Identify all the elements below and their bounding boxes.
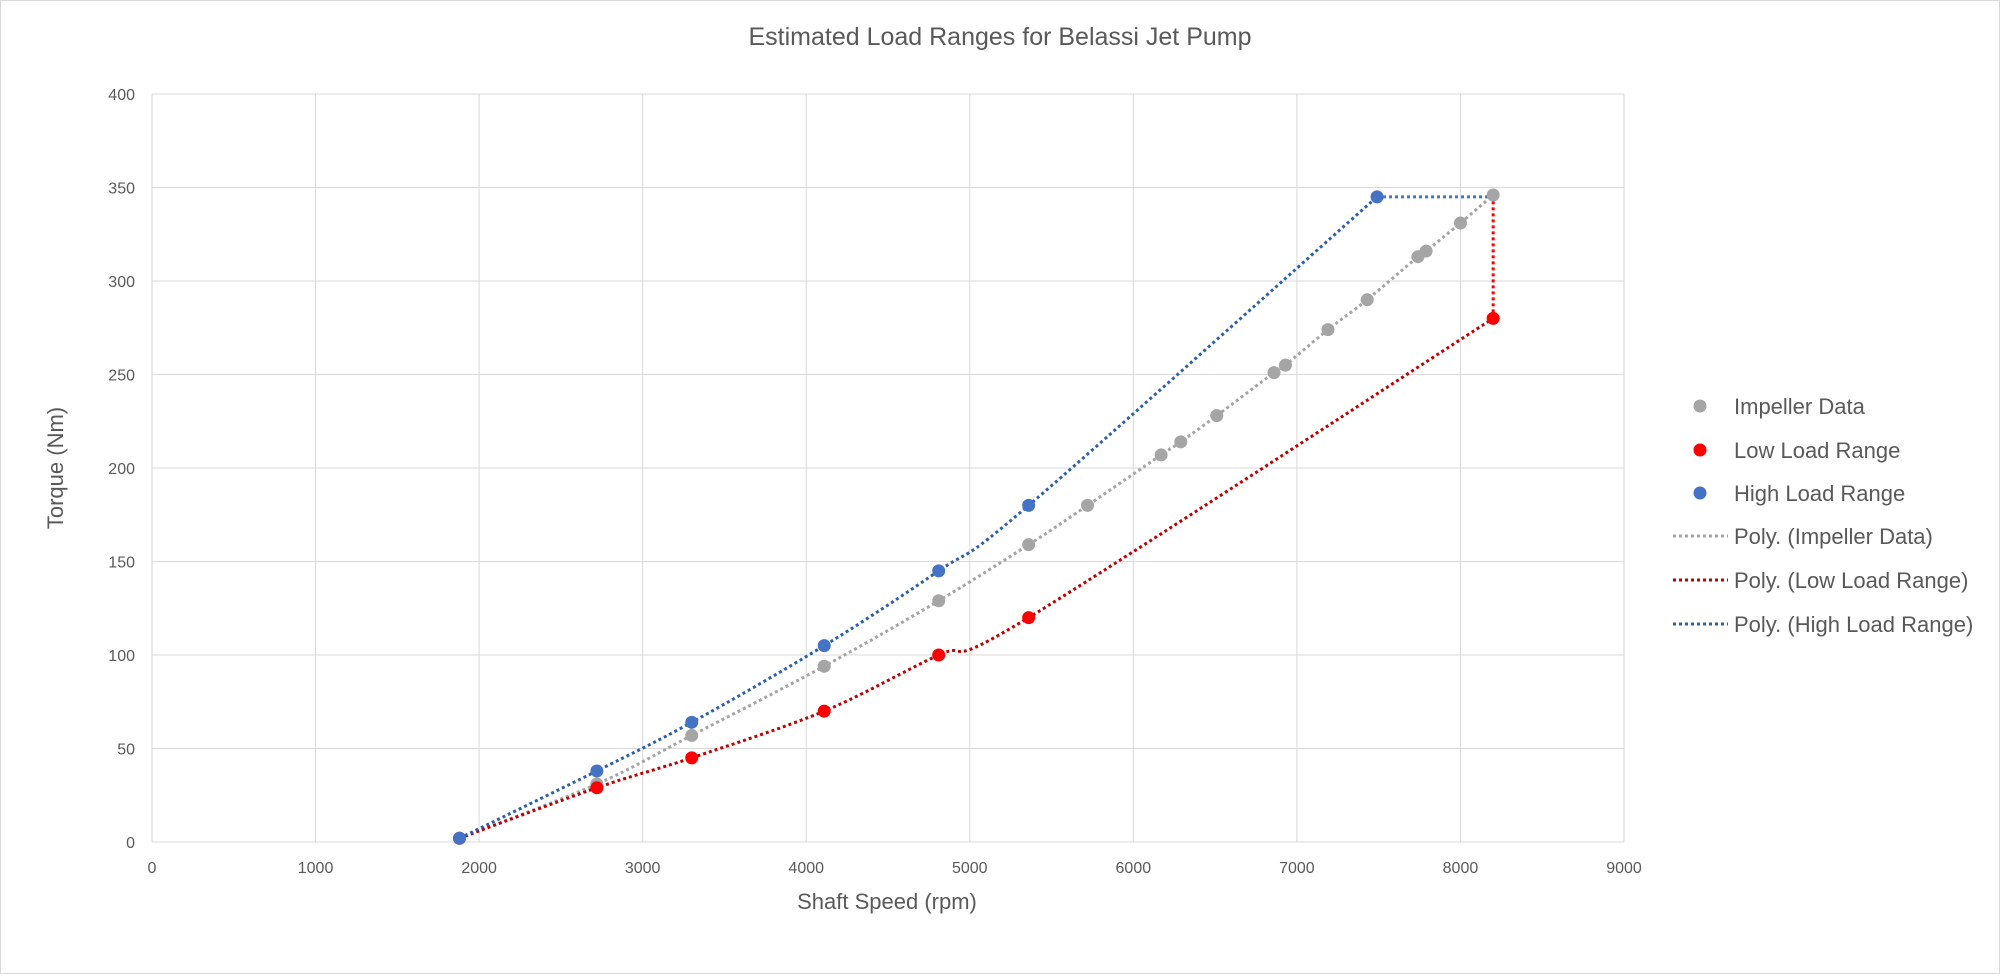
legend-marker-impeller-data <box>1693 399 1707 413</box>
x-tick-label: 9000 <box>1606 860 1642 877</box>
point-low-load-range <box>932 648 946 662</box>
trendline-low-load-range <box>458 317 1494 840</box>
point-high-load-range <box>685 715 699 729</box>
trendline-high-load-range <box>458 195 1379 840</box>
trendline-impeller-data <box>458 193 1495 840</box>
point-high-load-range <box>1370 190 1384 204</box>
y-tick-label: 350 <box>108 181 135 198</box>
point-impeller-data <box>1321 323 1335 337</box>
y-tick-label: 300 <box>108 274 135 291</box>
point-impeller-data <box>1174 435 1188 449</box>
legend-label-poly-high-load: Poly. (High Load Range) <box>1734 612 1973 637</box>
point-low-load-range <box>1022 611 1036 625</box>
legend-label-low-load-range: Low Load Range <box>1734 438 1900 463</box>
x-axis-ticks: 0 1000 2000 3000 4000 5000 6000 7000 8000 9000 <box>148 860 1642 877</box>
x-tick-label: 8000 <box>1443 860 1479 877</box>
legend-label-impeller-data: Impeller Data <box>1734 394 1866 419</box>
x-tick-label: 1000 <box>298 860 334 877</box>
x-tick-label: 6000 <box>1116 860 1152 877</box>
legend-label-high-load-range: High Load Range <box>1734 481 1905 506</box>
point-impeller-data <box>1486 188 1500 202</box>
y-tick-label: 400 <box>108 87 135 104</box>
point-low-load-range <box>817 704 831 718</box>
trendlines <box>458 193 1495 840</box>
y-tick-label: 0 <box>126 835 135 852</box>
y-tick-label: 150 <box>108 555 135 572</box>
legend: Impeller Data Low Load Range High Load R… <box>1673 394 1973 637</box>
x-tick-label: 0 <box>148 860 157 877</box>
y-axis-ticks: 0 50 100 150 200 250 300 350 400 <box>108 87 135 852</box>
point-impeller-data <box>932 594 946 608</box>
point-impeller-data <box>1154 448 1168 462</box>
point-high-load-range <box>590 764 604 778</box>
point-low-load-range <box>590 781 604 795</box>
data-points <box>452 188 1500 845</box>
point-impeller-data <box>1453 216 1467 230</box>
point-low-load-range <box>685 751 699 765</box>
y-tick-label: 200 <box>108 461 135 478</box>
x-tick-label: 3000 <box>625 860 661 877</box>
point-low-load-range <box>1486 311 1500 325</box>
x-tick-label: 7000 <box>1279 860 1315 877</box>
x-axis-title: Shaft Speed (rpm) <box>797 889 977 914</box>
point-impeller-data <box>817 659 831 673</box>
legend-marker-high-load-range <box>1693 486 1707 500</box>
point-impeller-data <box>1278 358 1292 372</box>
chart-title: Estimated Load Ranges for Belassi Jet Pu… <box>748 23 1251 51</box>
x-tick-label: 4000 <box>788 860 824 877</box>
point-impeller-data <box>1267 366 1281 380</box>
legend-label-poly-impeller: Poly. (Impeller Data) <box>1734 524 1933 549</box>
point-high-load-range <box>452 831 466 845</box>
y-tick-label: 50 <box>117 742 135 759</box>
point-impeller-data <box>1419 244 1433 258</box>
y-tick-label: 100 <box>108 648 135 665</box>
point-impeller-data <box>1360 293 1374 307</box>
legend-label-poly-low-load: Poly. (Low Load Range) <box>1734 568 1968 593</box>
point-high-load-range <box>1022 498 1036 512</box>
point-high-load-range <box>817 639 831 653</box>
point-high-load-range <box>932 564 946 578</box>
point-impeller-data <box>685 728 699 742</box>
x-tick-label: 2000 <box>461 860 497 877</box>
point-impeller-data <box>1081 498 1095 512</box>
point-impeller-data <box>1022 538 1036 552</box>
point-impeller-data <box>1210 409 1224 423</box>
y-axis-title: Torque (Nm) <box>43 407 68 529</box>
grid <box>151 93 1625 843</box>
y-tick-label: 250 <box>108 368 135 385</box>
x-tick-label: 5000 <box>952 860 988 877</box>
legend-marker-low-load-range <box>1693 443 1707 457</box>
